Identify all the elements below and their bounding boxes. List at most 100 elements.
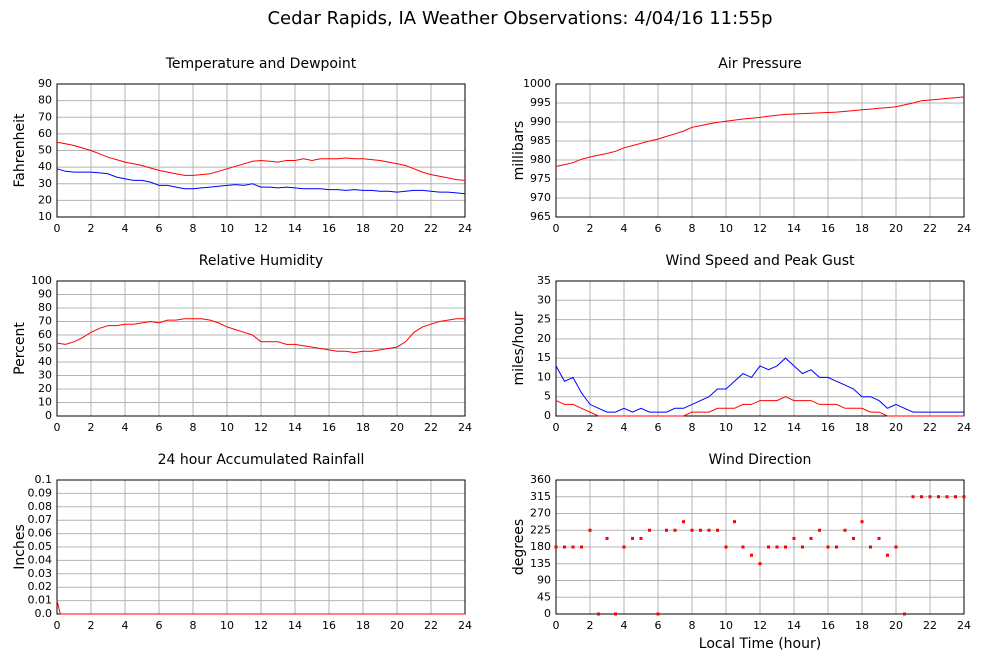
point <box>767 545 770 549</box>
x-tick-label: 24 <box>957 619 971 632</box>
x-tick-label: 10 <box>719 619 733 632</box>
x-tick-label: 14 <box>288 619 302 632</box>
series-line <box>555 357 964 413</box>
x-tick-label: 18 <box>356 421 370 434</box>
y-tick-label: 25 <box>537 313 551 326</box>
y-tick-label: 45 <box>537 590 551 603</box>
point <box>597 612 600 616</box>
point <box>741 545 745 549</box>
x-tick-label: 0 <box>553 619 560 632</box>
point <box>614 612 617 616</box>
x-tick-label: 14 <box>787 619 801 632</box>
x-tick-label: 24 <box>458 421 472 434</box>
point <box>860 520 864 524</box>
point <box>801 545 804 549</box>
point <box>648 528 651 532</box>
x-tick-label: 20 <box>390 421 404 434</box>
chart-title: Wind Direction <box>709 452 812 468</box>
y-axis-label: Percent <box>12 322 28 375</box>
x-tick-label: 20 <box>390 619 404 632</box>
x-tick-label: 4 <box>621 619 628 632</box>
y-tick-label: 0.02 <box>28 580 53 593</box>
series-line <box>555 96 965 167</box>
y-tick-label: 80 <box>38 94 52 107</box>
x-tick-label: 2 <box>587 222 594 235</box>
series-line <box>555 396 964 417</box>
x-tick-label: 6 <box>655 421 662 434</box>
y-tick-label: 315 <box>530 490 551 503</box>
y-tick-label: 970 <box>530 191 551 204</box>
point <box>639 536 643 540</box>
x-tick-label: 12 <box>753 421 767 434</box>
point <box>554 545 558 549</box>
plot-frame <box>56 280 466 417</box>
point <box>962 495 966 499</box>
x-tick-label: 12 <box>254 619 268 632</box>
y-tick-label: 135 <box>530 557 551 570</box>
y-tick-label: 20 <box>38 382 52 395</box>
point <box>826 545 830 549</box>
series-line <box>56 600 465 615</box>
x-tick-label: 8 <box>689 222 696 235</box>
x-tick-label: 18 <box>855 619 869 632</box>
x-tick-label: 2 <box>587 421 594 434</box>
x-tick-label: 22 <box>923 421 937 434</box>
x-tick-label: 22 <box>424 222 438 235</box>
x-tick-label: 22 <box>923 222 937 235</box>
x-tick-label: 10 <box>719 222 733 235</box>
point <box>784 545 787 549</box>
y-tick-label: 0 <box>45 409 52 422</box>
point <box>792 536 796 540</box>
y-tick-label: 15 <box>537 351 551 364</box>
y-tick-label: 270 <box>530 507 551 520</box>
x-tick-label: 4 <box>122 222 129 235</box>
x-tick-label: 18 <box>855 421 869 434</box>
x-tick-label: 20 <box>889 222 903 235</box>
y-tick-label: 5 <box>544 390 551 403</box>
x-tick-label: 6 <box>655 619 662 632</box>
y-tick-label: 0.0 <box>35 607 53 620</box>
point <box>852 536 855 540</box>
x-tick-label: 16 <box>322 619 336 632</box>
main-title: Cedar Rapids, IA Weather Observations: 4… <box>267 8 772 29</box>
x-tick-label: 0 <box>54 421 61 434</box>
chart-title: Wind Speed and Peak Gust <box>666 253 855 269</box>
point <box>699 528 702 532</box>
point <box>665 528 668 532</box>
point <box>716 528 719 532</box>
y-tick-label: 1000 <box>523 77 551 90</box>
y-tick-label: 990 <box>530 115 551 128</box>
y-tick-label: 30 <box>38 177 52 190</box>
point <box>886 553 889 557</box>
x-tick-label: 18 <box>356 222 370 235</box>
y-tick-label: 35 <box>537 274 551 287</box>
x-tick-label: 6 <box>156 222 163 235</box>
y-tick-label: 10 <box>38 210 52 223</box>
y-tick-label: 0 <box>544 607 551 620</box>
x-tick-label: 6 <box>156 619 163 632</box>
y-tick-label: 0.05 <box>28 540 53 553</box>
x-tick-label: 6 <box>655 222 662 235</box>
point <box>605 536 609 540</box>
point <box>869 545 872 549</box>
plot-frame <box>555 280 965 417</box>
point <box>563 545 566 549</box>
x-tick-label: 22 <box>424 619 438 632</box>
point <box>631 536 634 540</box>
point <box>809 536 813 540</box>
x-tick-label: 8 <box>190 619 197 632</box>
x-axis-label: Local Time (hour) <box>699 636 821 652</box>
x-tick-label: 20 <box>889 619 903 632</box>
y-tick-label: 90 <box>38 77 52 90</box>
y-tick-label: 980 <box>530 153 551 166</box>
point <box>673 528 677 532</box>
y-tick-label: 70 <box>38 110 52 123</box>
x-tick-label: 10 <box>220 619 234 632</box>
x-tick-label: 16 <box>821 421 835 434</box>
x-tick-label: 0 <box>553 222 560 235</box>
y-tick-label: 180 <box>530 540 551 553</box>
point <box>894 545 898 549</box>
y-axis-label: millibars <box>511 121 527 181</box>
y-tick-label: 60 <box>38 127 52 140</box>
